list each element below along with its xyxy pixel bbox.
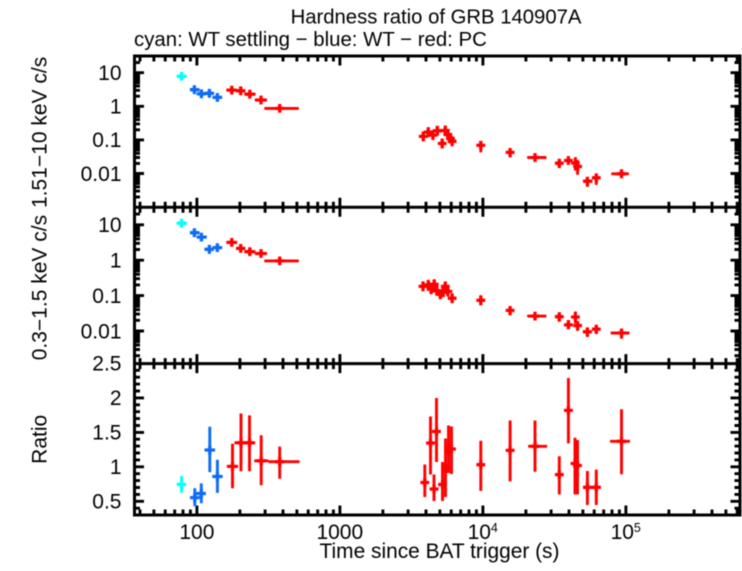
svg-text:10: 10 [468,521,491,544]
svg-text:1: 1 [110,96,122,119]
svg-text:1.5: 1.5 [92,422,121,445]
svg-text:4: 4 [491,521,498,535]
svg-text:0.01: 0.01 [81,163,122,186]
svg-text:1.51−10 keV c/s: 1.51−10 keV c/s [29,57,52,208]
svg-text:1: 1 [110,456,122,479]
svg-text:cyan: WT settling − blue: WT −: cyan: WT settling − blue: WT − red: PC [134,29,487,51]
svg-text:5: 5 [634,521,641,535]
svg-text:0.1: 0.1 [92,129,121,152]
svg-text:100: 100 [179,521,214,544]
svg-text:10: 10 [98,62,121,85]
svg-text:0.1: 0.1 [92,285,121,308]
svg-text:10: 10 [98,214,121,237]
svg-text:0.01: 0.01 [81,320,122,343]
svg-text:0.3−1.5 keV c/s: 0.3−1.5 keV c/s [29,215,52,360]
svg-text:0.5: 0.5 [92,491,121,514]
svg-text:Time since BAT trigger (s): Time since BAT trigger (s) [320,540,560,563]
svg-text:1000: 1000 [316,521,363,544]
svg-text:Hardness ratio of GRB 140907A: Hardness ratio of GRB 140907A [291,6,582,28]
svg-text:10: 10 [611,521,634,544]
svg-text:1: 1 [110,250,122,273]
svg-text:2.5: 2.5 [92,353,121,376]
svg-text:2: 2 [110,387,122,410]
svg-text:Ratio: Ratio [29,415,52,464]
